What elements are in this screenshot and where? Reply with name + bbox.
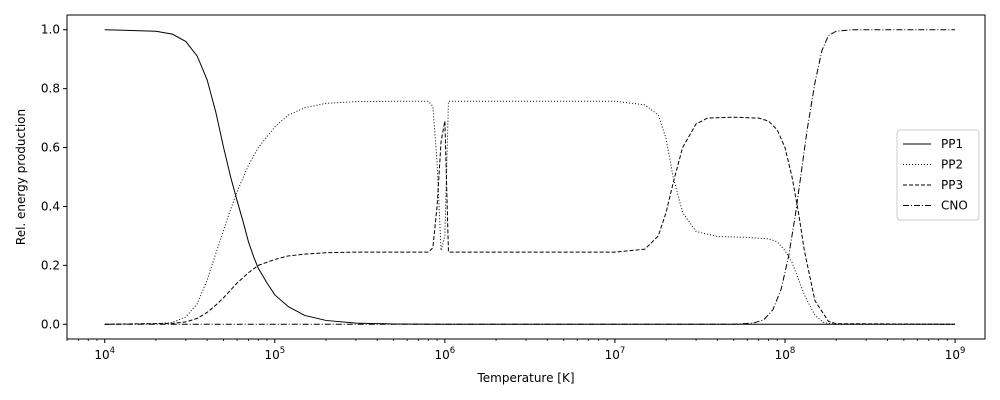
x-tick-label: 108 [775, 346, 796, 362]
x-tick-label: 106 [435, 346, 456, 362]
y-tick-label: 0.6 [41, 141, 60, 155]
y-tick-label: 0.0 [41, 317, 60, 331]
x-tick-label: 107 [605, 346, 626, 362]
series-line-cno [104, 29, 956, 325]
legend-label-pp2: PP2 [941, 158, 963, 172]
legend-label-pp3: PP3 [941, 178, 963, 192]
x-tick-label: 105 [264, 346, 285, 362]
x-tick-label: 109 [945, 346, 966, 362]
legend-label-pp1: PP1 [941, 137, 963, 151]
x-axis-label: Temperature [K] [476, 371, 574, 385]
y-tick-label: 0.4 [41, 199, 60, 213]
series-layer [104, 29, 956, 325]
series-line-pp1 [104, 29, 956, 325]
y-axis: 0.0 0.2 0.4 0.6 0.8 1.0 [41, 23, 67, 331]
legend-label-cno: CNO [941, 199, 968, 213]
plot-frame [66, 14, 986, 340]
x-axis: 104 105 106 107 108 109 [66, 339, 966, 362]
legend-entries: PP1 PP2 PP3 CNO [903, 137, 968, 213]
legend-frame [896, 129, 980, 221]
series-line-pp2 [104, 100, 956, 325]
x-tick-label: 104 [94, 346, 115, 362]
y-tick-label: 0.8 [41, 82, 60, 96]
y-tick-label: 1.0 [41, 23, 60, 37]
y-axis-label: Rel. energy production [14, 109, 28, 245]
series-line-pp3 [104, 116, 956, 325]
legend: PP1 PP2 PP3 CNO [896, 129, 980, 221]
y-tick-label: 0.2 [41, 258, 60, 272]
